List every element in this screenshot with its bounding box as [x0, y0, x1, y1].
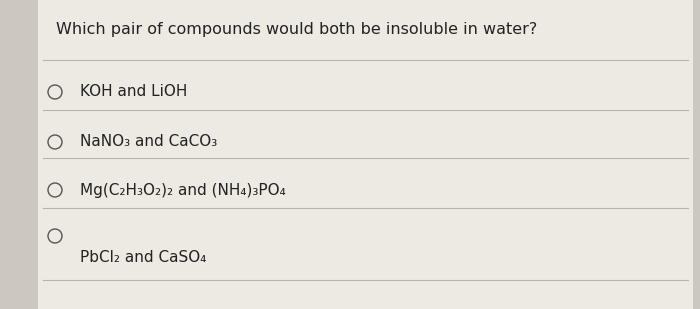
Text: Mg(C₂H₃O₂)₂ and (NH₄)₃PO₄: Mg(C₂H₃O₂)₂ and (NH₄)₃PO₄	[80, 183, 286, 197]
Text: NaNO₃ and CaCO₃: NaNO₃ and CaCO₃	[80, 134, 217, 150]
Text: PbCl₂ and CaSO₄: PbCl₂ and CaSO₄	[80, 251, 206, 265]
Text: Which pair of compounds would both be insoluble in water?: Which pair of compounds would both be in…	[56, 22, 538, 37]
Text: KOH and LiOH: KOH and LiOH	[80, 84, 188, 99]
